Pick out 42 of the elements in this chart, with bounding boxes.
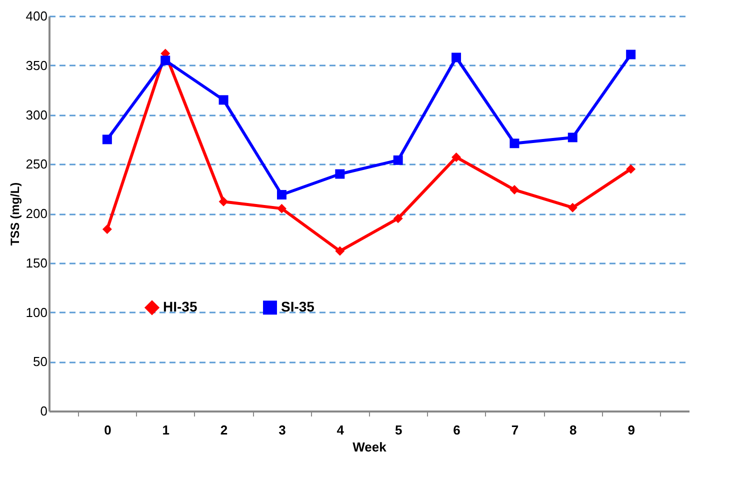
point [160,56,170,66]
y-tick-label: 350 [26,58,48,73]
legend-label: HI-35 [163,298,198,315]
y-tick-label: 200 [26,206,48,221]
point [510,185,520,195]
x-tick-label: 1 [162,422,170,438]
x-axis-title: Week [352,440,388,454]
x-tick-label: 2 [220,422,228,438]
y-axis-title: TSS (mg/L) [8,182,22,246]
x-tick-label: 5 [394,422,402,438]
point [393,214,403,224]
point [335,246,345,256]
y-tick-label: 400 [26,8,48,24]
point [102,134,112,144]
x-tick-label: 0 [104,422,112,438]
x-tick-label: 9 [628,422,635,438]
point [393,155,403,165]
point [452,152,462,162]
point [626,50,636,60]
point [626,164,636,174]
x-tick-label: 7 [511,422,519,438]
point [568,132,578,142]
point [102,224,112,234]
x-tick-label: 4 [336,422,345,438]
point [218,95,228,105]
point [568,202,578,212]
y-tick-label: 0 [40,404,48,418]
point [276,190,286,200]
x-tick-label: 6 [453,422,460,438]
x-tick-label: 8 [570,422,577,438]
point [276,204,286,214]
y-tick-label: 100 [26,304,48,320]
point [510,138,520,148]
point [218,196,228,206]
y-tick-label: 300 [26,107,48,122]
y-tick-label: 150 [26,255,48,270]
legend-label: SI-35 [281,298,315,315]
y-tick-label: 250 [26,156,48,172]
x-tick-label: 3 [278,422,286,438]
point [335,169,345,179]
point [452,52,462,62]
y-tick-label: 50 [33,354,48,370]
